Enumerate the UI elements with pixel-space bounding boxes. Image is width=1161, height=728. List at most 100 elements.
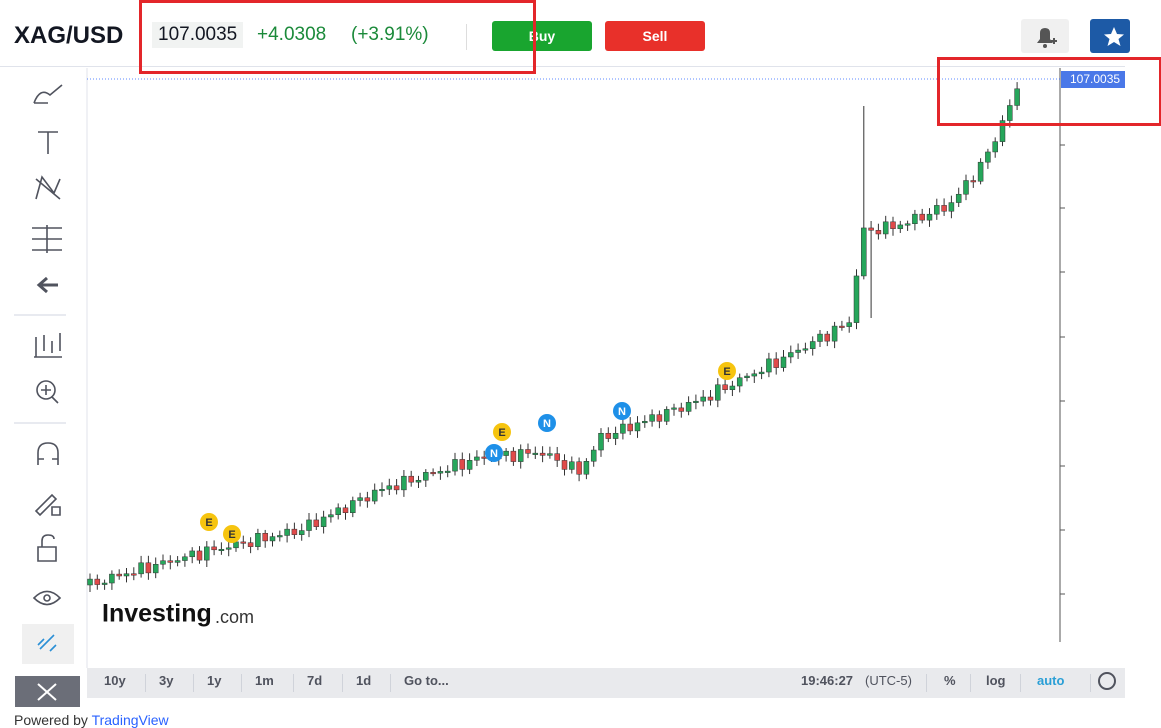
candle-body — [649, 414, 655, 422]
alert-button[interactable] — [1021, 19, 1069, 53]
candle-body — [824, 333, 831, 342]
candle-body — [846, 322, 852, 327]
toolbar-separator — [193, 674, 194, 692]
candle-body — [328, 514, 334, 518]
lock-draw-icon[interactable] — [34, 493, 61, 517]
toolbar-separator — [926, 674, 927, 692]
candle-body — [204, 546, 210, 561]
toolbar-separator — [145, 674, 146, 692]
candle-body — [247, 542, 254, 547]
unlock-icon[interactable] — [37, 534, 57, 562]
settings-button[interactable] — [1098, 672, 1116, 690]
candle-body — [663, 409, 670, 422]
candle-body — [510, 450, 517, 462]
toolbar-separator — [1090, 674, 1091, 692]
range-button[interactable]: 1y — [207, 673, 222, 688]
bottom-toolbar — [87, 668, 1125, 698]
brush-icon[interactable] — [33, 84, 63, 104]
range-button[interactable]: 1d — [356, 673, 372, 688]
candle-body — [517, 449, 524, 462]
candle-body — [174, 560, 181, 563]
symbol: XAG/USD — [14, 22, 124, 49]
range-button[interactable]: 10y — [104, 673, 126, 688]
price-tag-label: 107.0035 — [1070, 72, 1120, 86]
candle-body — [87, 578, 93, 586]
candle-body — [101, 582, 108, 585]
candle-body — [138, 562, 144, 575]
measure-icon[interactable] — [34, 333, 62, 358]
candle-body — [342, 507, 349, 514]
range-button[interactable]: 1m — [255, 673, 274, 688]
candle-body — [364, 497, 371, 502]
event-marker — [718, 362, 736, 380]
clock-time: 19:46:27 — [801, 673, 854, 688]
pattern-icon[interactable] — [35, 175, 61, 200]
link-active[interactable] — [22, 624, 74, 664]
magnet-icon[interactable] — [37, 442, 59, 465]
candle-body — [152, 564, 159, 574]
range-button[interactable]: 7d — [307, 673, 323, 688]
header-border — [0, 66, 1125, 67]
candle-body — [890, 221, 896, 229]
favorite-button[interactable] — [1090, 19, 1130, 53]
candle-body — [182, 556, 188, 561]
back-icon[interactable] — [36, 276, 58, 294]
star-icon — [1104, 27, 1124, 46]
toolbar-separator — [1020, 674, 1021, 692]
candle-body — [802, 348, 809, 351]
range-button[interactable]: 3y — [159, 673, 174, 688]
candle-body — [379, 489, 385, 492]
footer-link[interactable]: TradingView — [91, 712, 169, 728]
link-icon — [37, 634, 57, 652]
candle-body — [948, 202, 955, 212]
candle-body — [196, 550, 203, 561]
eye-icon[interactable] — [32, 590, 62, 606]
candle-body — [671, 407, 677, 410]
candle-body — [999, 120, 1006, 142]
candle-body — [225, 547, 232, 550]
candle-body — [875, 230, 882, 235]
candle-body — [839, 325, 845, 328]
fib-icon[interactable] — [32, 225, 62, 253]
option-button[interactable]: log — [986, 673, 1006, 688]
range-button[interactable]: Go to... — [404, 673, 449, 688]
candle-body — [605, 432, 612, 439]
change: +4.0308 — [257, 24, 327, 45]
candle-body — [393, 485, 400, 491]
candle-body — [466, 460, 473, 470]
option-button[interactable]: auto — [1037, 673, 1065, 688]
left-toolbar — [14, 84, 80, 707]
candle-body — [882, 221, 889, 235]
candle-body — [459, 459, 466, 470]
divider — [466, 24, 467, 50]
candle-body — [408, 475, 414, 483]
candle-body — [569, 461, 575, 470]
zoom-icon[interactable] — [36, 380, 56, 400]
candle-body — [831, 325, 838, 342]
clock-timezone: (UTC-5) — [865, 673, 912, 688]
candle-body — [218, 548, 225, 551]
candle-body — [934, 205, 940, 215]
candle-body — [444, 470, 451, 473]
candle-body — [912, 213, 918, 224]
candle-body — [262, 533, 268, 542]
event-marker — [613, 402, 631, 420]
sell-button[interactable]: Sell — [605, 21, 705, 51]
candle-body — [452, 459, 458, 472]
candle-body — [758, 371, 765, 375]
event-marker-label: N — [618, 406, 626, 418]
option-button[interactable]: % — [944, 673, 956, 688]
candle-body — [656, 414, 663, 422]
toolbar-separator — [241, 674, 242, 692]
price: 107.0035 — [152, 22, 244, 48]
candle-body — [715, 384, 721, 401]
candle-body — [583, 461, 590, 475]
toolbar-separator — [970, 674, 971, 692]
candle-body — [401, 475, 407, 491]
candle-body — [255, 533, 261, 547]
text-icon[interactable] — [38, 131, 58, 154]
footer: Powered by TradingView — [14, 712, 169, 728]
candle-body — [729, 385, 736, 390]
candle-body — [131, 573, 137, 576]
event-marker-label: E — [205, 517, 212, 529]
